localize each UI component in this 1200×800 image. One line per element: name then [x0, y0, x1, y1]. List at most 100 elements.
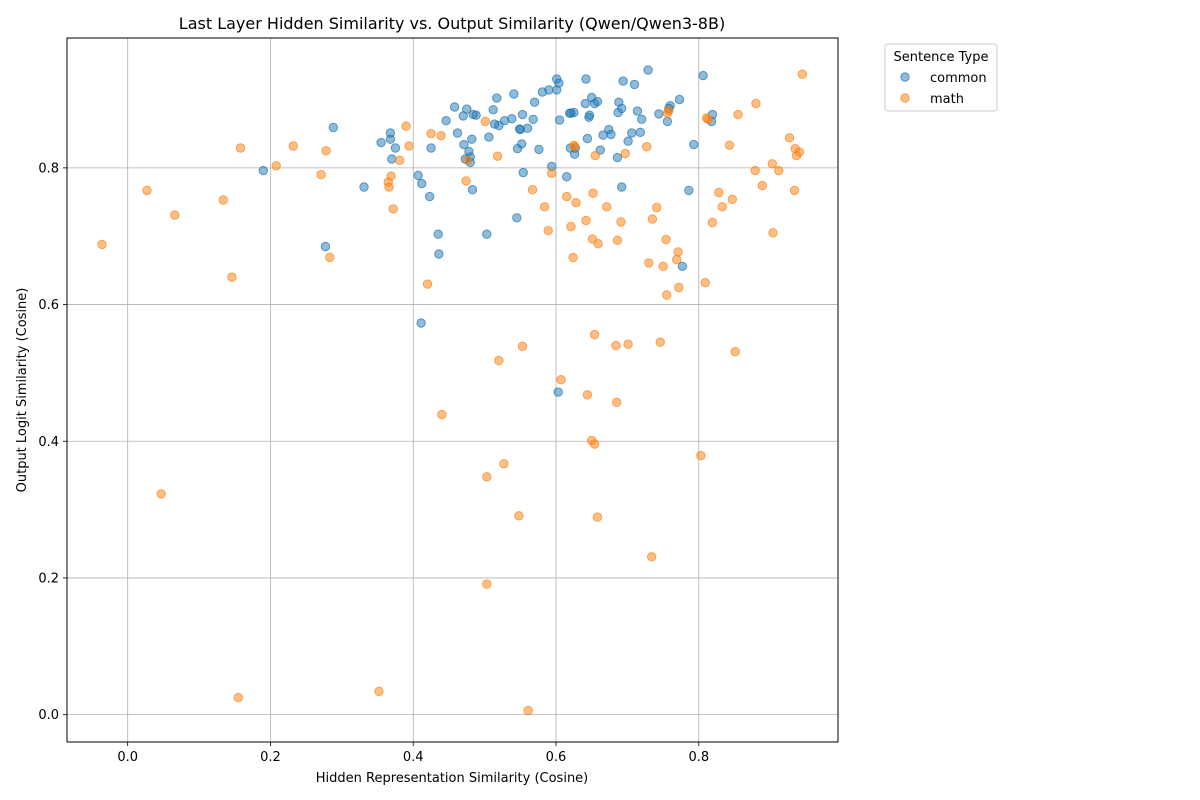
data-point-math: [703, 114, 713, 125]
legend-title: Sentence Type: [894, 50, 989, 65]
data-point-math: [556, 375, 566, 385]
data-point-math: [581, 215, 591, 226]
data-point-math: [404, 141, 414, 151]
data-point-common: [258, 165, 268, 176]
data-point-common: [425, 191, 435, 202]
data-point-common: [529, 97, 540, 107]
data-point-common: [643, 65, 653, 75]
data-point-math: [325, 252, 335, 263]
data-point-common: [462, 104, 472, 114]
data-point-math: [642, 142, 652, 152]
data-point-math: [218, 195, 229, 205]
data-point-math: [727, 194, 737, 205]
data-point-math: [717, 202, 727, 212]
data-point-common: [517, 139, 527, 149]
data-point-math: [388, 204, 398, 214]
data-point-math: [774, 165, 784, 176]
data-point-common: [417, 178, 427, 189]
data-point-math: [569, 142, 580, 152]
data-point-common: [632, 106, 643, 116]
data-point-math: [482, 472, 492, 482]
data-point-math: [733, 109, 743, 120]
data-point-common: [328, 122, 338, 133]
data-point-common: [569, 107, 579, 118]
data-point-math: [590, 150, 600, 161]
data-points: [97, 65, 807, 716]
data-point-common: [433, 229, 443, 239]
data-point-common: [553, 387, 563, 397]
data-point-math: [582, 390, 593, 400]
data-point-math: [316, 170, 326, 180]
data-point-common: [471, 110, 481, 120]
data-point-common: [654, 109, 664, 119]
data-point-math: [730, 347, 740, 357]
data-point-common: [581, 74, 591, 84]
data-point-math: [527, 185, 538, 195]
axis-ticks: 0.0 0.2 0.4 0.6 0.8 0.0 0.2 0.4 0.6 0.8: [38, 161, 709, 765]
data-point-math: [401, 121, 411, 131]
data-point-math: [794, 147, 805, 157]
data-point-math: [662, 290, 672, 300]
x-tick-label: 0.0: [117, 750, 138, 765]
data-point-math: [750, 165, 760, 176]
data-point-common: [554, 78, 564, 88]
data-point-common: [662, 116, 673, 127]
data-point-math: [647, 214, 658, 224]
data-point-math: [673, 247, 683, 257]
data-point-common: [507, 114, 517, 124]
data-point-common: [482, 229, 492, 239]
data-point-common: [492, 93, 502, 103]
data-point-math: [647, 552, 657, 562]
data-point-common: [517, 109, 528, 120]
data-point-common: [635, 127, 645, 138]
data-point-math: [568, 252, 578, 263]
data-point-math: [321, 146, 331, 156]
data-point-common: [416, 318, 426, 328]
data-point-math: [661, 234, 671, 245]
data-point-common: [617, 103, 627, 114]
data-point-math: [288, 141, 298, 151]
y-tick-label: 0.4: [38, 435, 59, 450]
data-point-math: [612, 397, 622, 407]
data-point-math: [170, 210, 180, 220]
data-point-common: [618, 76, 628, 86]
data-point-common: [580, 98, 590, 109]
data-point-math: [589, 439, 600, 449]
data-point-math: [611, 340, 621, 351]
y-axis-label: Output Logit Similarity (Cosine): [15, 288, 30, 493]
data-point-math: [664, 105, 674, 116]
grid-lines: [67, 38, 838, 742]
data-point-math: [436, 131, 446, 141]
data-point-math: [571, 198, 581, 208]
data-point-common: [677, 261, 688, 271]
data-point-math: [395, 155, 405, 166]
data-point-common: [562, 172, 572, 182]
x-tick-label: 0.4: [403, 750, 424, 765]
data-point-common: [674, 94, 685, 105]
data-point-common: [452, 128, 463, 138]
data-point-math: [696, 450, 706, 461]
data-point-common: [390, 143, 401, 153]
data-point-math: [422, 279, 433, 289]
data-point-math: [593, 239, 603, 249]
data-point-math: [539, 202, 550, 212]
data-point-math: [588, 188, 598, 198]
legend-frame: [884, 43, 998, 112]
data-point-math: [462, 155, 473, 166]
data-point-math: [517, 341, 528, 351]
data-point-common: [426, 143, 436, 153]
data-point-math: [566, 221, 576, 232]
data-point-math: [644, 258, 654, 268]
data-point-math: [612, 235, 623, 246]
data-point-math: [492, 151, 503, 161]
data-point-common: [518, 167, 528, 178]
chart-title: Last Layer Hidden Similarity vs. Output …: [179, 14, 725, 33]
data-point-math: [547, 168, 557, 179]
data-point-math: [499, 459, 509, 469]
legend-label-common: common: [930, 71, 987, 86]
data-point-common: [592, 96, 603, 107]
x-axis-label: Hidden Representation Similarity (Cosine…: [316, 771, 589, 786]
data-point-common: [544, 85, 554, 95]
data-point-common: [467, 185, 478, 195]
